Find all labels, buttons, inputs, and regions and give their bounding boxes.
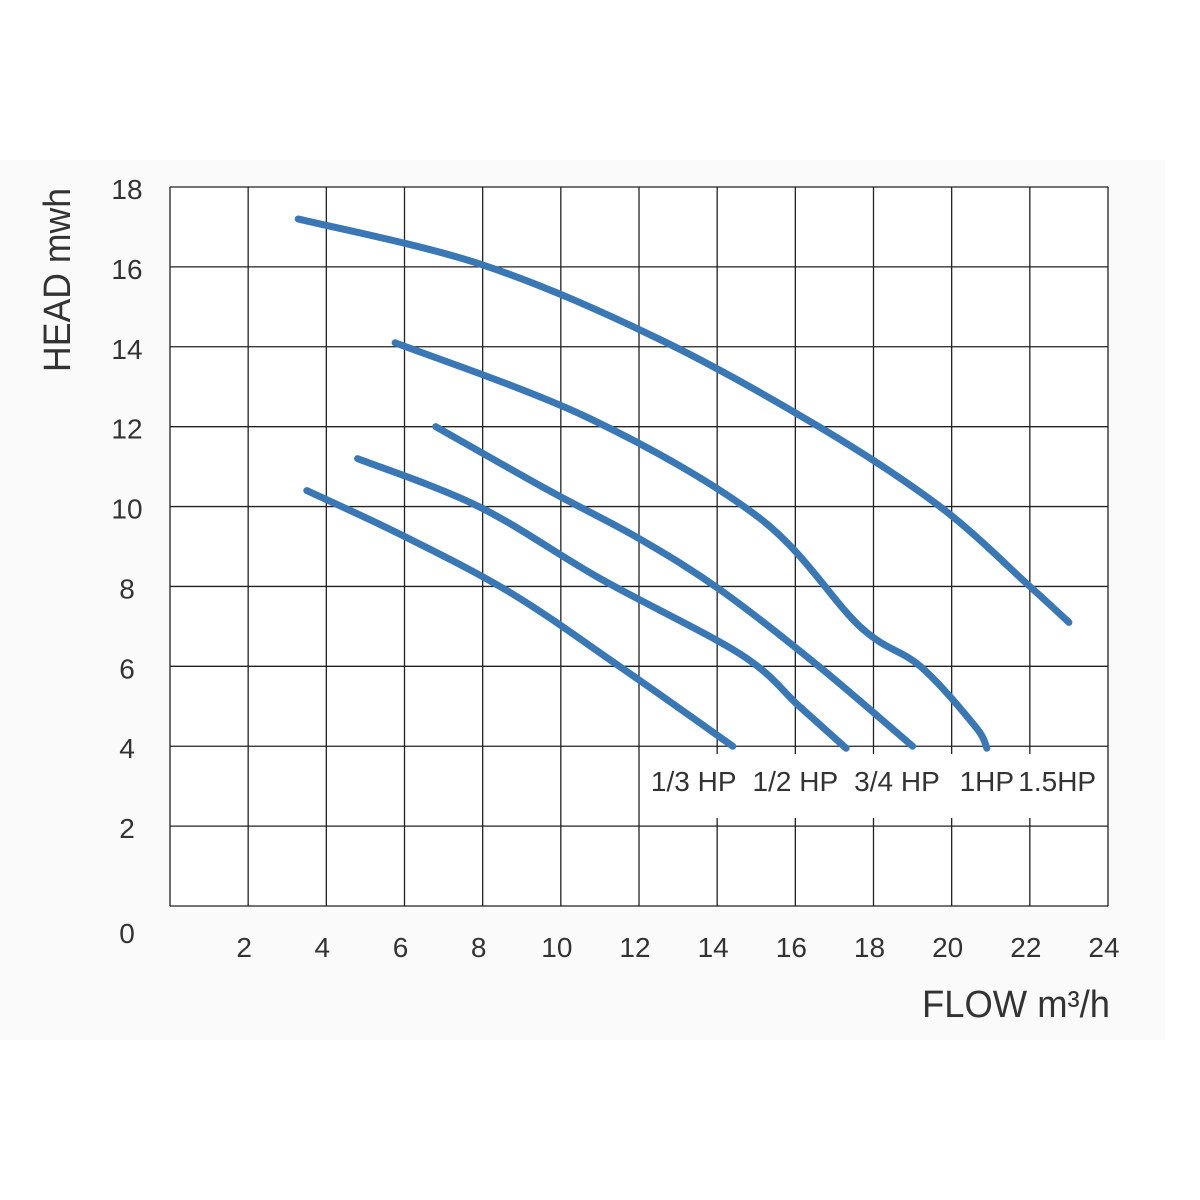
x-axis-label: FLOW m³/h [922,984,1110,1026]
x-tick-label: 4 [315,932,331,963]
x-tick-label: 22 [1010,932,1041,963]
x-tick-label: 12 [619,932,650,963]
series-label: 1HP [960,766,1014,797]
y-tick-label: 18 [111,174,142,205]
x-tick-label: 18 [854,932,885,963]
x-tick-label: 6 [393,932,409,963]
series-label: 1/2 HP [753,766,839,797]
series-line [432,423,917,750]
series-label: 1.5HP [1018,766,1096,797]
series-label: 1/3 HP [651,766,737,797]
y-tick-label: 16 [111,254,142,285]
y-tick-label: 2 [119,813,135,844]
y-tick-label: 6 [119,653,135,684]
y-axis-label: HEAD mwh [37,188,79,372]
x-tick-label: 14 [698,932,729,963]
x-tick-label: 20 [932,932,963,963]
y-tick-label: 4 [119,733,135,764]
x-tick-label: 10 [541,932,572,963]
x-tick-label: 2 [236,932,252,963]
series-label: 3/4 HP [854,766,940,797]
y-tick-label: 0 [119,918,135,949]
series-line [294,215,1073,626]
legend-background [645,754,1103,818]
x-tick-label: 8 [471,932,487,963]
y-tick-label: 14 [111,334,142,365]
x-tick-label: 16 [776,932,807,963]
series-line [303,487,737,750]
x-tick-label: 24 [1088,932,1119,963]
y-tick-label: 10 [111,494,142,525]
y-tick-label: 12 [111,414,142,445]
y-tick-label: 8 [119,573,135,604]
series-line [391,339,991,752]
series-line [354,455,850,752]
